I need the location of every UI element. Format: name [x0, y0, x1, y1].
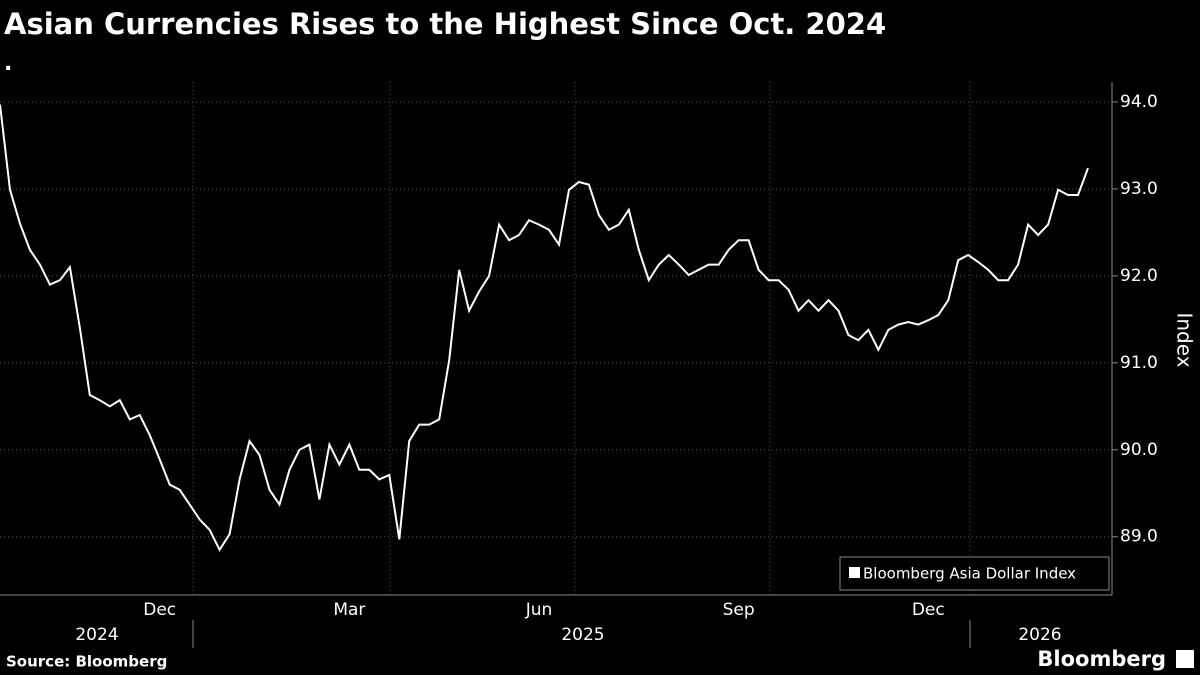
x-tick-label: Mar [333, 600, 365, 620]
legend-box [839, 556, 1110, 591]
x-grid [192, 82, 971, 595]
x-tick-label: Jun [525, 600, 553, 620]
legend-swatch [849, 567, 860, 578]
y-tick-label: 91.0 [1120, 353, 1158, 373]
legend: Bloomberg Asia Dollar Index [839, 556, 1110, 591]
year-label: 2024 [75, 625, 118, 645]
y-axis-label: Index [1173, 312, 1197, 367]
x-tick-label: Dec [912, 600, 945, 620]
y-tick-label: 94.0 [1120, 92, 1158, 112]
year-label: 2025 [561, 625, 604, 645]
x-tick-label: Sep [723, 600, 755, 620]
y-tick-label: 93.0 [1120, 179, 1158, 199]
y-tick-label: 92.0 [1120, 266, 1158, 286]
y-tick-label: 89.0 [1120, 527, 1158, 547]
line [0, 104, 1089, 552]
source: Source: Bloomberg [6, 653, 167, 671]
legend-label: Bloomberg Asia Dollar Index [863, 565, 1076, 583]
year-label: 2026 [1018, 625, 1061, 645]
brand-icon [1176, 650, 1194, 668]
brand: Bloomberg [1037, 647, 1166, 671]
x-tick-label: Dec [143, 600, 176, 620]
chart-subtitle: . [4, 51, 12, 76]
chart-title: Asian Currencies Rises to the Highest Si… [4, 7, 886, 41]
y-tick-label: 90.0 [1120, 440, 1158, 460]
